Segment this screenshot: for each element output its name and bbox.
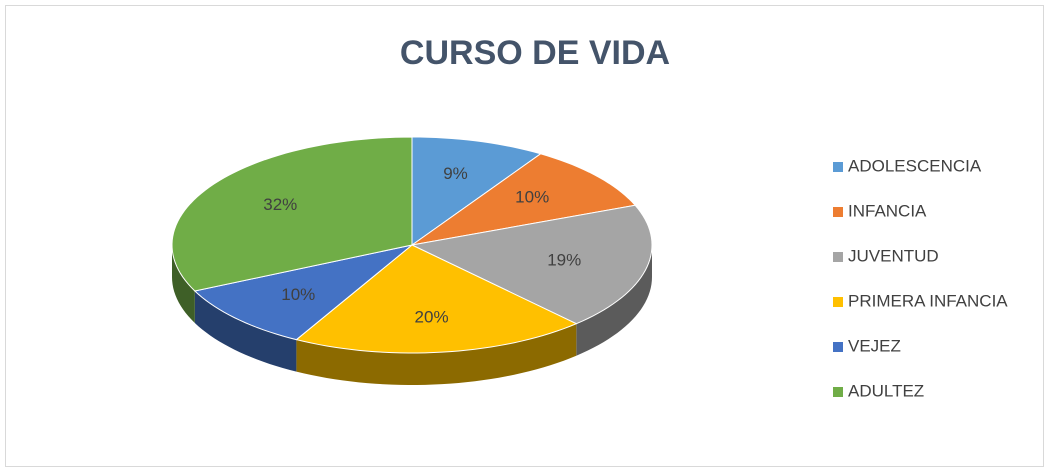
legend-swatch (833, 387, 843, 397)
legend-label: ADOLESCENCIA (848, 156, 982, 175)
legend-swatch (833, 207, 843, 217)
legend-label: INFANCIA (848, 201, 927, 220)
slice (295, 244, 578, 354)
slice (410, 204, 653, 325)
slice (411, 153, 637, 246)
data-label: 32% (263, 195, 297, 214)
legend-swatch (833, 297, 843, 307)
slice (411, 136, 542, 246)
slice-side (576, 245, 652, 356)
slice-side (296, 323, 577, 385)
data-label: 19% (547, 251, 581, 270)
slice-side (172, 245, 195, 323)
data-label: 10% (515, 188, 549, 207)
chart-title: CURSO DE VIDA (400, 34, 670, 72)
legend-swatch (833, 342, 843, 352)
slice-side (194, 290, 297, 372)
data-label: 20% (415, 307, 449, 326)
slice (193, 244, 413, 341)
legend-label: PRIMERA INFANCIA (848, 291, 1008, 310)
slice (171, 136, 413, 292)
legend-label: JUVENTUD (848, 246, 939, 265)
legend-label: VEJEZ (848, 336, 901, 355)
legend-swatch (833, 252, 843, 262)
legend-swatch (833, 162, 843, 172)
legend-label: ADULTEZ (848, 381, 924, 400)
data-label: 9% (443, 164, 468, 183)
data-label: 10% (281, 285, 315, 304)
